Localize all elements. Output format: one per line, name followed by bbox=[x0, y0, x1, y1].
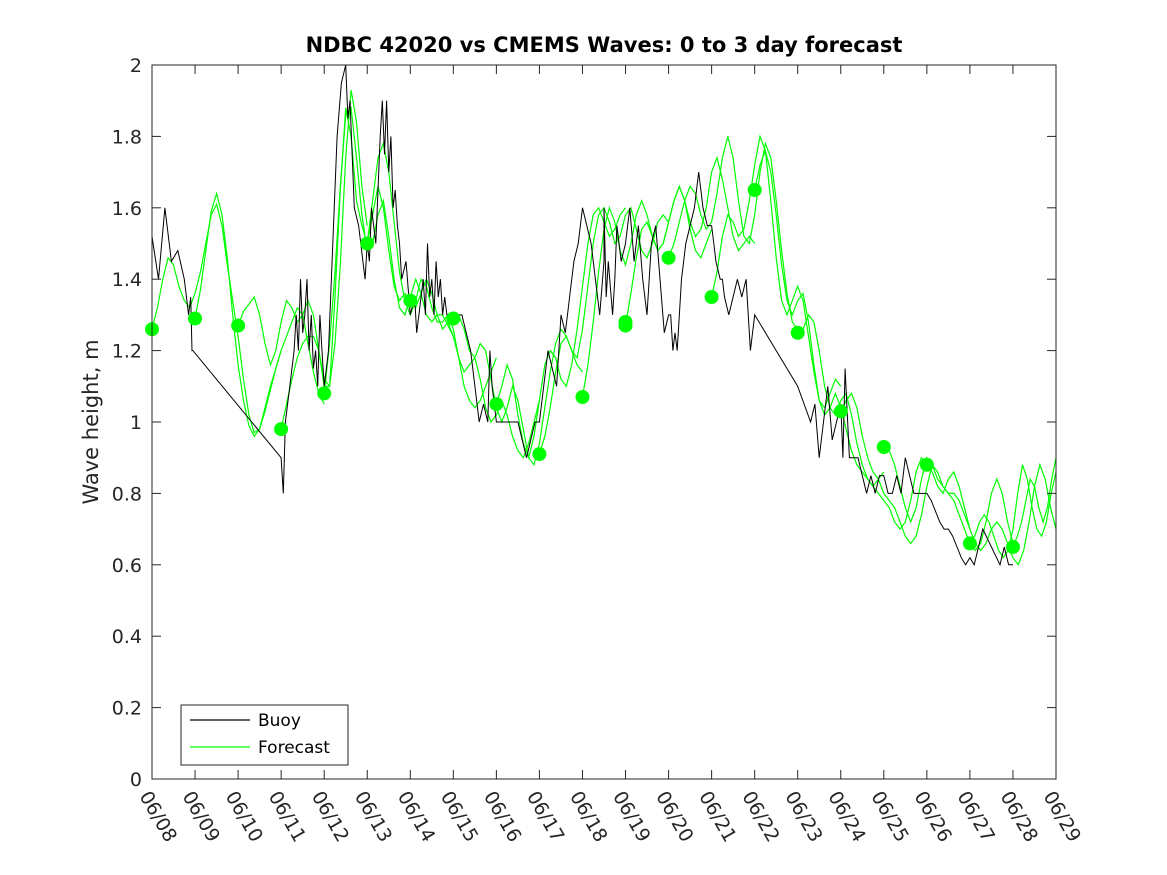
forecast-marker bbox=[704, 290, 719, 304]
forecast-marker bbox=[575, 390, 590, 404]
forecast-line-15 bbox=[797, 313, 928, 531]
y-tick-label: 0 bbox=[130, 769, 142, 791]
y-tick-label: 1 bbox=[130, 412, 142, 434]
legend-buoy-label: Buoy bbox=[258, 711, 301, 731]
forecast-marker bbox=[919, 457, 934, 472]
y-tick-label: 0.4 bbox=[112, 626, 142, 648]
forecast-marker bbox=[446, 311, 461, 326]
y-tick-label: 0.8 bbox=[112, 483, 142, 505]
forecast-marker bbox=[231, 318, 246, 333]
y-tick-label: 0.6 bbox=[112, 555, 142, 577]
forecast-marker bbox=[274, 422, 289, 437]
forecast-line-12 bbox=[668, 136, 799, 330]
buoy-line bbox=[151, 64, 1013, 567]
forecast-line-19 bbox=[969, 464, 1057, 559]
forecast-marker bbox=[833, 404, 848, 419]
forecast-marker bbox=[790, 325, 805, 340]
y-tick-label: 0.2 bbox=[112, 698, 142, 720]
forecast-marker bbox=[661, 250, 676, 265]
forecast-marker bbox=[532, 447, 547, 462]
y-axis-label: Wave height, m bbox=[79, 339, 103, 504]
forecast-line-2 bbox=[237, 89, 368, 388]
y-tick-label: 2 bbox=[130, 55, 142, 77]
y-tick-label: 1.6 bbox=[112, 198, 142, 220]
forecast-line-3 bbox=[280, 107, 411, 430]
y-tick-label: 1.4 bbox=[112, 269, 142, 291]
forecast-marker bbox=[1006, 540, 1020, 554]
forecast-line-11 bbox=[624, 155, 756, 326]
forecast-marker bbox=[317, 386, 332, 401]
forecast-marker bbox=[747, 183, 762, 197]
data-layer bbox=[145, 64, 1057, 567]
forecast-marker bbox=[962, 536, 977, 551]
forecast-marker bbox=[489, 397, 504, 412]
forecast-line-14 bbox=[754, 148, 885, 488]
legend: Buoy Forecast bbox=[180, 704, 349, 766]
forecast-line-20 bbox=[1012, 457, 1057, 548]
forecast-marker bbox=[188, 311, 202, 326]
forecast-line-17 bbox=[883, 446, 1014, 552]
y-tick-label: 1.8 bbox=[112, 126, 142, 148]
forecast-marker bbox=[618, 315, 633, 329]
chart-title: NDBC 42020 vs CMEMS Waves: 0 to 3 day fo… bbox=[306, 33, 903, 57]
forecast-marker bbox=[876, 440, 891, 454]
legend-forecast-label: Forecast bbox=[258, 738, 330, 758]
forecast-line-7 bbox=[452, 313, 583, 467]
forecast-marker bbox=[360, 236, 375, 251]
y-tick-label: 1.2 bbox=[112, 341, 142, 363]
forecast-marker bbox=[403, 293, 418, 308]
plot-area bbox=[152, 65, 1056, 779]
legend-box bbox=[180, 704, 349, 766]
forecast-line-4 bbox=[323, 106, 454, 394]
